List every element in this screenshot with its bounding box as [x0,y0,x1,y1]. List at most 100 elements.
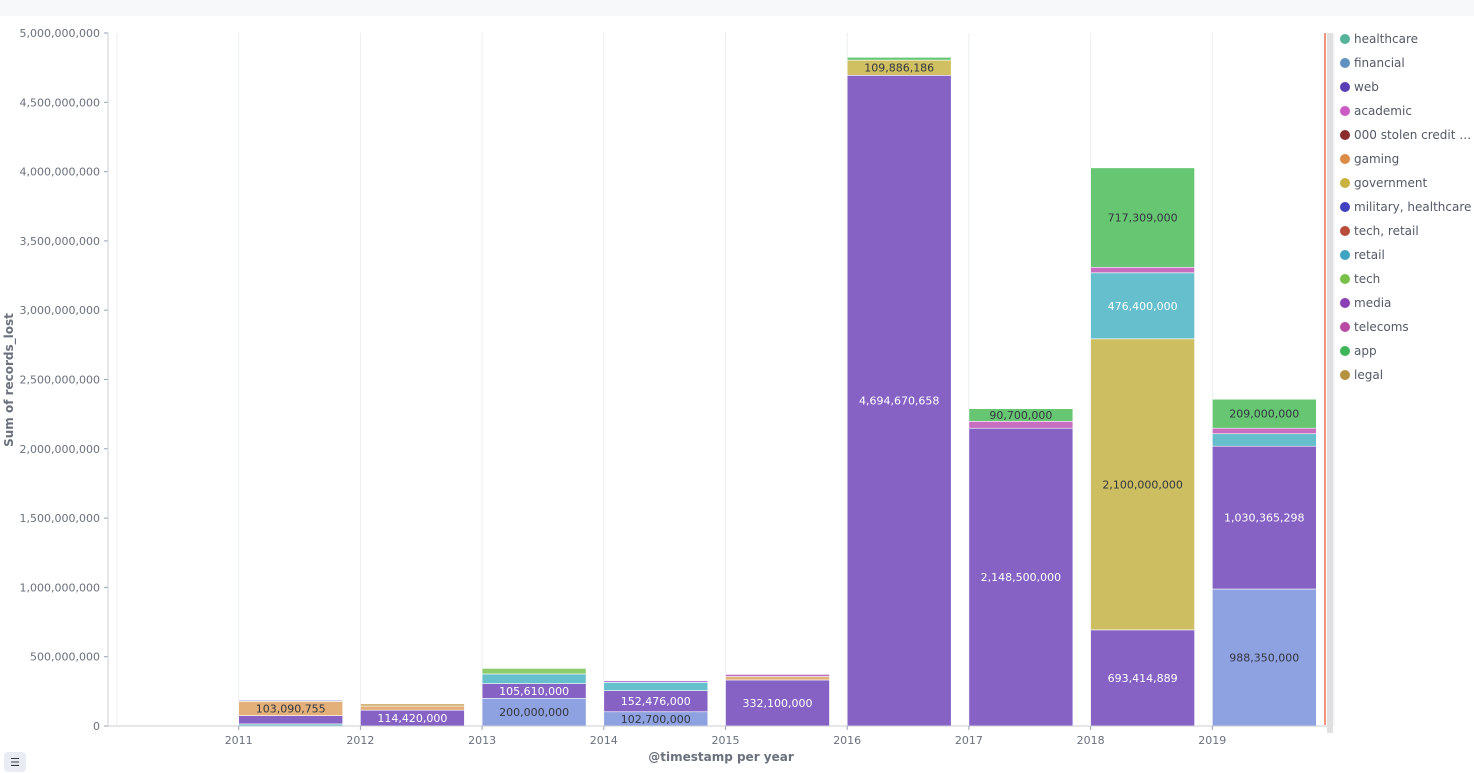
bar-segment-web[interactable] [1212,445,1317,590]
bar-segment-retail[interactable] [1090,272,1195,340]
bar-value-label: 109,886,186 [864,62,934,75]
bar-value-label: 105,610,000 [499,685,569,698]
top-bar [0,0,1474,16]
bar-segment-healthcare[interactable] [1212,398,1317,429]
x-tick-label: 2015 [712,734,740,747]
legend-dot-icon [1340,154,1350,164]
bar-value-label: 2,148,500,000 [981,571,1061,584]
legend-label: telecoms [1354,320,1409,334]
y-axis-title: Sum of records_lost [2,313,17,447]
bar-segment-healthcare[interactable] [1090,167,1195,268]
bar-value-label: 693,414,889 [1108,672,1178,685]
legend-item[interactable]: 000 stolen credit an... [1338,123,1474,147]
y-tick-label: 500,000,000 [30,651,100,664]
bar-segment-web[interactable] [968,427,1074,727]
bar-value-label: 4,694,670,658 [859,395,939,408]
y-tick-label: 3,000,000,000 [20,304,100,317]
current-time-marker [1324,33,1326,725]
y-tick-label: 3,500,000,000 [20,235,100,248]
legend-dot-icon [1340,130,1350,140]
legend-item[interactable]: app [1338,339,1474,363]
bar-segment-media[interactable] [603,680,709,683]
bar-segment-legal[interactable] [360,703,465,707]
legend-scrollbar[interactable] [1327,33,1333,733]
bar-segment-financial[interactable] [481,697,587,727]
bar-value-label: 332,100,000 [743,697,813,710]
y-tick-label: 2,500,000,000 [20,374,100,387]
x-axis-title: @timestamp per year [648,750,794,764]
bars [116,57,1317,727]
bar-segment-web[interactable] [238,715,343,725]
bar-segment-telecoms[interactable] [725,674,830,677]
legend-item[interactable]: academic [1338,99,1474,123]
bar-segment-tech[interactable] [481,668,587,675]
list-icon[interactable]: ☰ [4,752,26,772]
legend-dot-icon [1340,34,1350,44]
bar-value-label: 1,030,365,298 [1224,512,1304,525]
bar-segment-app[interactable] [846,57,952,61]
bar-segment-web[interactable] [725,679,830,727]
legend-item[interactable]: financial [1338,51,1474,75]
legend-label: 000 stolen credit an... [1354,128,1474,142]
y-tick-label: 1,500,000,000 [20,512,100,525]
legend-label: financial [1354,56,1405,70]
legend-label: tech [1354,272,1381,286]
legend-dot-icon [1340,202,1350,212]
legend-item[interactable]: healthcare [1338,27,1474,51]
legend-item[interactable]: retail [1338,243,1474,267]
legend-label: academic [1354,104,1412,118]
legend-label: tech, retail [1354,224,1419,238]
bar-segment-academic[interactable] [1090,266,1195,274]
legend-item[interactable]: tech [1338,267,1474,291]
bar-segment-academic[interactable] [1212,427,1317,435]
legend-label: gaming [1354,152,1400,166]
legend-dot-icon [1340,274,1350,284]
legend-item[interactable]: web [1338,75,1474,99]
legend-label: app [1354,344,1377,358]
legend-item[interactable]: media [1338,291,1474,315]
legend-dot-icon [1340,322,1350,332]
y-tick-label: 5,000,000,000 [20,27,100,40]
bar-segment-financial[interactable] [238,699,343,702]
y-tick-label: 4,500,000,000 [20,96,100,109]
legend-item[interactable]: gaming [1338,147,1474,171]
bar-segment-retail[interactable] [1212,433,1317,447]
legend-label: military, healthcare [1354,200,1472,214]
bar-segment-financial[interactable] [1212,588,1317,727]
legend-item[interactable]: government [1338,171,1474,195]
y-tick-label: 4,000,000,000 [20,166,100,179]
legend-label: healthcare [1354,32,1418,46]
bar-value-label: 200,000,000 [499,706,569,719]
x-tick-label: 2011 [225,734,253,747]
legend-dot-icon [1340,178,1350,188]
legend-item[interactable]: telecoms [1338,315,1474,339]
bar-segment-gaming[interactable] [360,705,465,711]
legend-item[interactable]: legal [1338,363,1474,387]
data-labels: 103,090,755 114,420,000 200,000,000 105,610… [256,62,1305,726]
bar-value-label: 152,476,000 [621,695,691,708]
y-tick-label: 2,000,000,000 [20,443,100,456]
x-tick-label: 2012 [346,734,374,747]
legend-item[interactable]: tech, retail [1338,219,1474,243]
y-tick-label: 0 [93,720,100,733]
bar-segment-retail[interactable] [481,673,587,684]
legend-label: web [1354,80,1379,94]
bar-segment-retail[interactable] [603,682,709,691]
bar-value-label: 103,090,755 [256,702,326,715]
bar-value-label: 90,700,000 [989,409,1052,422]
bar-value-label: 2,100,000,000 [1102,478,1182,491]
legend-item[interactable]: military, healthcare [1338,195,1474,219]
bar-segment-gaming[interactable] [725,676,830,681]
x-tick-label: 2017 [955,734,983,747]
axes: 0 500,000,000 1,000,000,000 1,500,000,000 2,… [20,27,1332,747]
bar-segment-academic[interactable] [968,420,1074,429]
bar-segment-healthcare[interactable] [968,408,1074,422]
x-tick-label: 2014 [590,734,618,747]
legend-label: government [1354,176,1428,190]
x-tick-label: 2013 [468,734,496,747]
legend-dot-icon [1340,370,1350,380]
x-tick-label: 2018 [1077,734,1105,747]
bar-segment-government[interactable] [1090,338,1195,631]
bar-segment-web[interactable] [846,75,952,727]
